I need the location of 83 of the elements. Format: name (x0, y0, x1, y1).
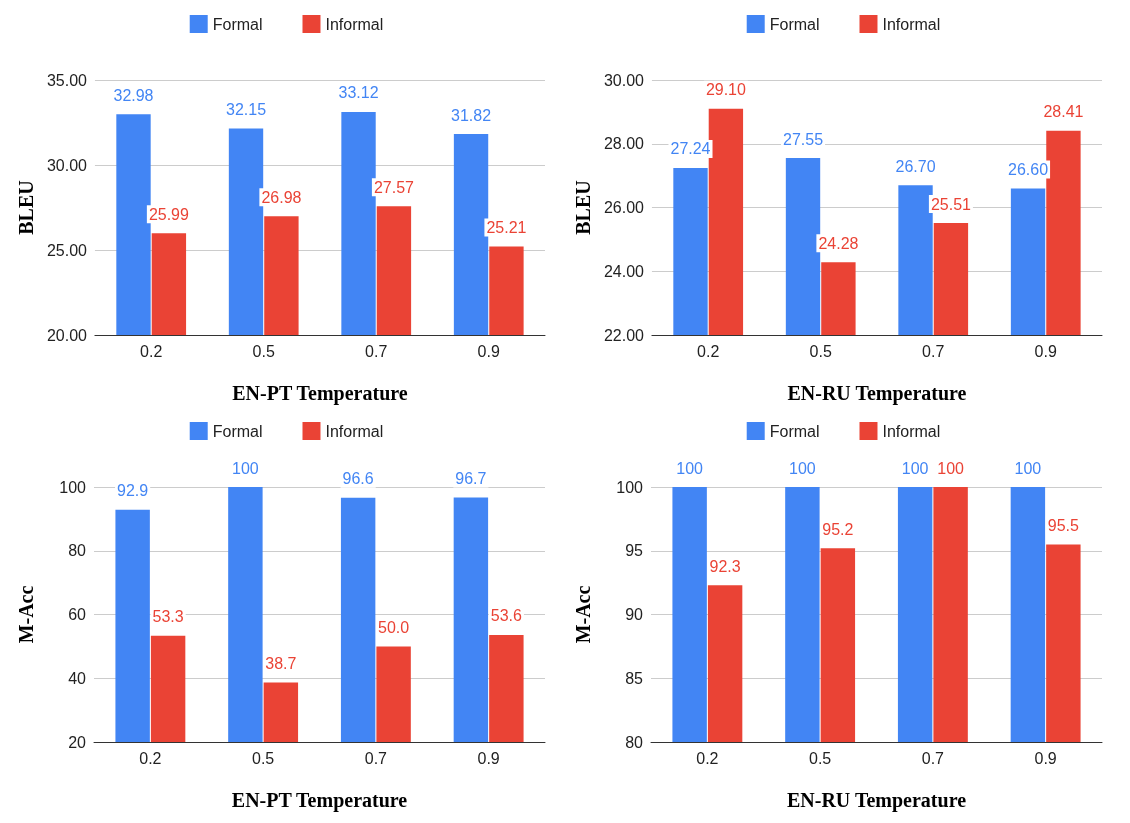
data-label: 92.3 (709, 557, 741, 575)
legend-label: Informal (882, 15, 941, 33)
data-label: 100 (901, 459, 929, 477)
y-tick-label: 22.00 (603, 326, 645, 344)
y-axis-title: M-Acc (15, 585, 37, 644)
y-tick-label: 24.00 (603, 262, 645, 280)
data-label: 100 (1014, 459, 1042, 477)
data-label: 29.10 (705, 81, 747, 99)
y-tick-label: 80 (625, 733, 644, 751)
x-tick-label: 0.9 (1034, 342, 1057, 360)
y-tick-label: 20.00 (46, 326, 88, 344)
data-label: 53.6 (490, 607, 523, 625)
data-label: 24.28 (818, 234, 859, 252)
y-tick-label: 100 (59, 478, 87, 496)
x-tick-label: 0.5 (809, 749, 832, 767)
data-label: 32.98 (113, 86, 154, 104)
data-label: 95.2 (822, 520, 854, 538)
x-tick-label: 0.5 (809, 342, 832, 360)
legend-label: Informal (325, 422, 384, 440)
x-tick-label: 0.9 (477, 342, 500, 360)
data-label: 26.70 (895, 157, 936, 175)
legend-label: Formal (212, 15, 263, 33)
data-label: 50.0 (378, 618, 410, 636)
x-tick-label: 0.7 (922, 342, 945, 360)
data-label: 53.3 (152, 608, 184, 626)
x-axis-title: EN-PT Temperature (231, 789, 408, 812)
data-label: 27.24 (670, 140, 711, 158)
legend-label: Informal (325, 15, 384, 33)
x-tick-label: 0.2 (139, 749, 162, 767)
y-tick-label: 90 (625, 606, 644, 623)
x-tick-label: 0.7 (921, 749, 945, 767)
legend-label: Informal (882, 422, 941, 440)
y-tick-label: 28.00 (603, 135, 645, 153)
x-tick-label: 0.2 (697, 342, 720, 360)
x-tick-label: 0.2 (696, 749, 719, 767)
y-tick-label: 100 (616, 478, 644, 496)
data-label: 28.41 (1043, 103, 1084, 121)
x-tick-label: 0.7 (365, 342, 388, 360)
legend-label: Formal (769, 422, 820, 440)
data-label: 100 (676, 459, 704, 477)
data-label: 25.21 (486, 218, 527, 236)
y-tick-label: 80 (68, 542, 87, 560)
data-label: 27.55 (782, 130, 824, 148)
data-label: 92.9 (117, 482, 149, 500)
x-axis-title: EN-PT Temperature (232, 382, 408, 405)
data-label: 26.98 (261, 188, 302, 206)
data-label: 25.51 (930, 195, 972, 213)
x-tick-label: 0.5 (252, 342, 275, 360)
y-tick-label: 60 (68, 606, 87, 623)
x-tick-label: 0.9 (1034, 749, 1057, 767)
x-tick-label: 0.9 (477, 749, 500, 767)
legend-label: Formal (769, 15, 820, 33)
y-tick-label: 20 (68, 733, 87, 751)
data-label: 26.60 (1008, 160, 1049, 178)
data-label: 96.7 (455, 470, 487, 488)
data-label: 25.99 (148, 205, 190, 223)
y-axis-title: M-Acc (572, 585, 594, 644)
y-tick-label: 25.00 (46, 241, 88, 259)
data-label: 31.82 (451, 106, 492, 124)
x-tick-label: 0.5 (252, 749, 275, 767)
data-label: 96.6 (342, 470, 374, 488)
y-tick-label: 85 (625, 669, 644, 687)
y-tick-label: 30.00 (603, 71, 645, 89)
legend-label: Formal (212, 422, 263, 440)
data-label: 27.57 (373, 178, 415, 196)
y-tick-label: 40 (68, 669, 87, 687)
data-label: 33.12 (338, 84, 379, 102)
y-axis-title: BLEU (572, 180, 594, 235)
y-tick-label: 95 (625, 542, 644, 560)
x-axis-title: EN-RU Temperature (786, 789, 967, 812)
x-axis-title: EN-RU Temperature (787, 382, 967, 405)
x-tick-label: 0.2 (140, 342, 163, 360)
data-label: 100 (937, 459, 965, 477)
y-tick-label: 30.00 (46, 156, 88, 174)
data-label: 100 (232, 459, 259, 477)
data-label: 95.5 (1047, 516, 1080, 534)
y-tick-label: 35.00 (46, 71, 88, 89)
data-label: 100 (789, 459, 816, 477)
x-tick-label: 0.7 (364, 749, 388, 767)
y-axis-title: BLEU (15, 180, 37, 235)
data-label: 38.7 (265, 654, 297, 672)
data-label: 32.15 (225, 100, 267, 118)
y-tick-label: 26.00 (603, 199, 645, 216)
